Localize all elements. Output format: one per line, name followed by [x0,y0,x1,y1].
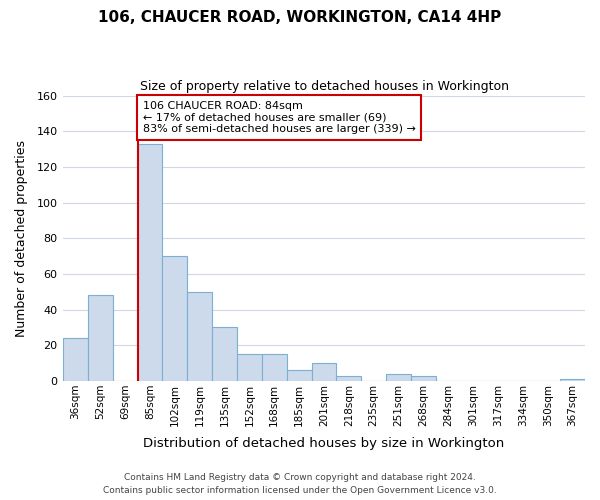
Title: Size of property relative to detached houses in Workington: Size of property relative to detached ho… [140,80,509,93]
Bar [262,354,287,381]
Bar [386,374,411,381]
X-axis label: Distribution of detached houses by size in Workington: Distribution of detached houses by size … [143,437,505,450]
Bar [212,328,237,381]
Bar [63,338,88,381]
Bar [88,296,113,381]
Bar [187,292,212,381]
Bar [163,256,187,381]
Bar [137,144,163,381]
Y-axis label: Number of detached properties: Number of detached properties [15,140,28,337]
Text: Contains HM Land Registry data © Crown copyright and database right 2024.
Contai: Contains HM Land Registry data © Crown c… [103,474,497,495]
Bar [411,376,436,381]
Bar [237,354,262,381]
Text: 106 CHAUCER ROAD: 84sqm
← 17% of detached houses are smaller (69)
83% of semi-de: 106 CHAUCER ROAD: 84sqm ← 17% of detache… [143,101,415,134]
Bar [287,370,311,381]
Bar [560,379,585,381]
Bar [311,363,337,381]
Bar [337,376,361,381]
Text: 106, CHAUCER ROAD, WORKINGTON, CA14 4HP: 106, CHAUCER ROAD, WORKINGTON, CA14 4HP [98,10,502,25]
